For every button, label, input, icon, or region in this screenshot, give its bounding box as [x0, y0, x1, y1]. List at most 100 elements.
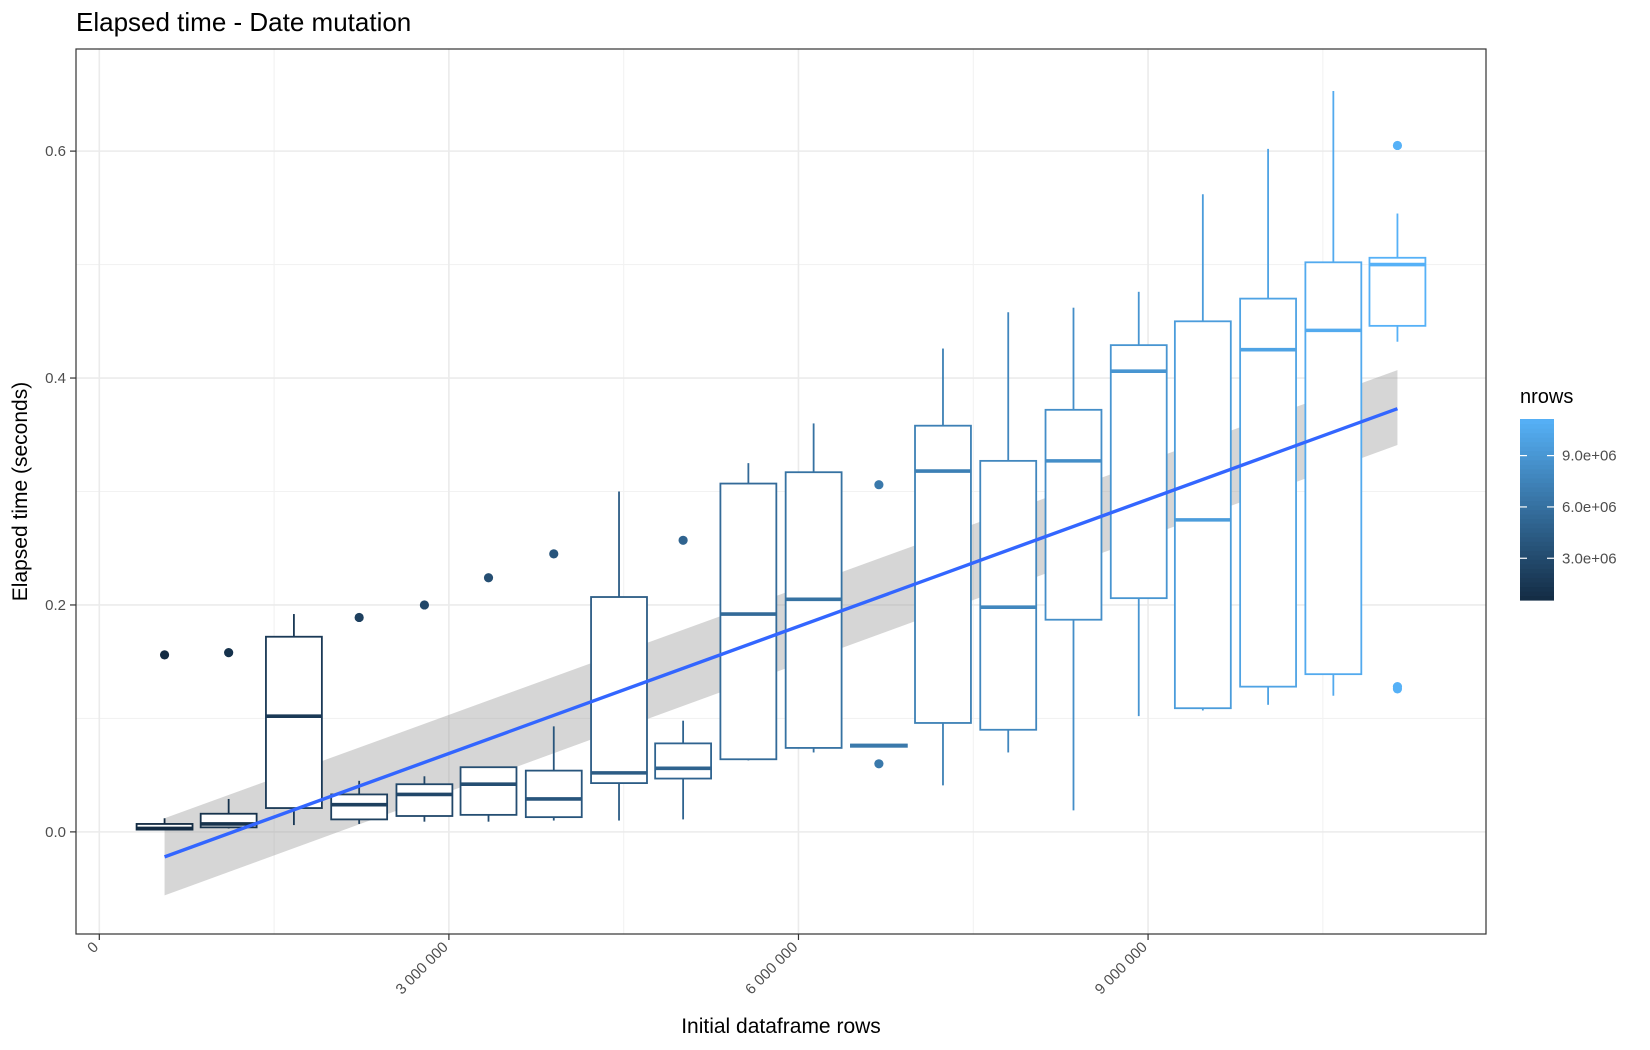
legend-colorbar-segment — [1520, 473, 1554, 479]
box-group — [1173, 194, 1232, 711]
box-group — [1044, 307, 1103, 811]
box-iqr — [1109, 344, 1168, 600]
legend-colorbar-segment — [1520, 563, 1554, 569]
chart-title: Elapsed time - Date mutation — [76, 7, 411, 37]
box-iqr — [979, 459, 1038, 731]
box-group — [1368, 140, 1427, 694]
legend-colorbar-segment — [1520, 568, 1554, 574]
legend-title: nrows — [1520, 386, 1573, 408]
box-outlier-point — [419, 600, 430, 610]
box-group — [199, 648, 258, 829]
box-iqr — [524, 769, 583, 819]
box-group — [330, 612, 389, 824]
y-axis-tick-label: 0.6 — [45, 143, 66, 160]
legend-colorbar-segment — [1520, 423, 1554, 429]
legend-colorbar-segment — [1520, 432, 1554, 438]
box-iqr — [1304, 261, 1363, 676]
box-iqr — [1368, 256, 1427, 327]
legend-colorbar-segment — [1520, 559, 1554, 565]
legend-colorbar-segment — [1520, 450, 1554, 456]
legend-tick-label: 9.0e+06 — [1562, 448, 1617, 465]
box-group — [784, 423, 843, 753]
legend-colorbar-segment — [1520, 536, 1554, 542]
legend-colorbar-segment — [1520, 514, 1554, 520]
y-axis-tick-label: 0.0 — [45, 824, 66, 841]
legend-colorbar-segment — [1520, 554, 1554, 560]
x-axis-title: Initial dataframe rows — [681, 1015, 881, 1038]
box-iqr — [1239, 297, 1297, 688]
legend-colorbar-segment — [1520, 545, 1554, 551]
box-outlier-point — [483, 573, 494, 583]
legend-colorbar-segment — [1520, 437, 1554, 443]
box-iqr — [719, 482, 778, 761]
legend-colorbar-segment — [1520, 468, 1554, 474]
box-group — [850, 480, 908, 769]
trend-line — [163, 407, 1399, 859]
box-iqr — [914, 424, 972, 724]
legend-colorbar — [1520, 419, 1554, 601]
box-group — [459, 573, 518, 822]
legend-colorbar-segment — [1520, 491, 1554, 497]
box-outlier-point — [1392, 140, 1403, 151]
box-group — [265, 614, 323, 826]
box-iqr — [654, 742, 712, 780]
legend-colorbar-segment — [1520, 523, 1554, 529]
legend-colorbar-segment — [1520, 446, 1554, 452]
box-outlier-point — [224, 648, 234, 658]
legend-colorbar-segment — [1520, 509, 1554, 515]
trend-line-layer — [163, 407, 1399, 859]
box-iqr — [459, 766, 518, 816]
legend-colorbar-segment — [1520, 500, 1554, 506]
box-group — [395, 600, 454, 822]
legend-colorbar-segment — [1520, 541, 1554, 547]
box-group — [1109, 291, 1168, 717]
box-group — [1239, 148, 1297, 705]
legend-colorbar-segment — [1520, 455, 1554, 461]
box-group — [135, 650, 194, 831]
legend-colorbar-segment — [1520, 464, 1554, 470]
legend-colorbar-segment — [1520, 459, 1554, 465]
legend-colorbar-segment — [1520, 590, 1554, 597]
legend-ticks: 3.0e+06 6.0e+06 9.0e+06 — [1520, 448, 1617, 567]
box-iqr — [1173, 320, 1232, 710]
y-axis: 0.0 0.2 0.4 0.6 — [45, 143, 76, 841]
legend-colorbar-segment — [1520, 486, 1554, 492]
box-group — [524, 549, 583, 821]
legend: nrows 3.0e+06 6.0e+06 9.0e+06 — [1520, 386, 1617, 601]
y-axis-title: Elapsed time (seconds) — [9, 382, 32, 601]
legend-colorbar-segment — [1520, 504, 1554, 511]
y-axis-tick-label: 0.4 — [45, 370, 66, 387]
box-outlier-point — [874, 480, 884, 490]
legend-colorbar-segment — [1520, 581, 1554, 588]
legend-colorbar-segment — [1520, 586, 1554, 592]
legend-colorbar-segment — [1520, 441, 1554, 447]
box-outlier-point — [354, 612, 364, 623]
legend-colorbar-segment — [1520, 572, 1554, 578]
box-iqr — [395, 783, 454, 817]
legend-colorbar-segment — [1520, 577, 1554, 583]
box-outlier-point — [678, 535, 688, 545]
legend-colorbar-segment — [1520, 495, 1554, 502]
box-group — [979, 312, 1038, 753]
legend-colorbar-segment — [1520, 477, 1554, 483]
legend-colorbar-segment — [1520, 518, 1554, 524]
box-outlier-point — [159, 650, 170, 660]
box-group — [914, 348, 972, 786]
box-group — [654, 535, 712, 820]
boxes-layer — [135, 90, 1427, 831]
legend-colorbar-segment — [1520, 595, 1554, 601]
legend-colorbar-segment — [1520, 428, 1554, 434]
box-outlier-point — [1392, 684, 1403, 694]
box-outlier-point — [549, 549, 559, 559]
plot-panel-border — [75, 48, 1487, 935]
box-group — [719, 463, 778, 761]
box-outlier-point — [874, 759, 884, 769]
legend-colorbar-segment — [1520, 550, 1554, 556]
box-iqr — [1044, 408, 1103, 621]
legend-colorbar-segment — [1520, 482, 1554, 488]
legend-tick-label: 3.0e+06 — [1562, 550, 1617, 567]
legend-colorbar-segment — [1520, 527, 1554, 533]
box-iqr — [330, 793, 389, 821]
box-iqr — [784, 471, 843, 749]
